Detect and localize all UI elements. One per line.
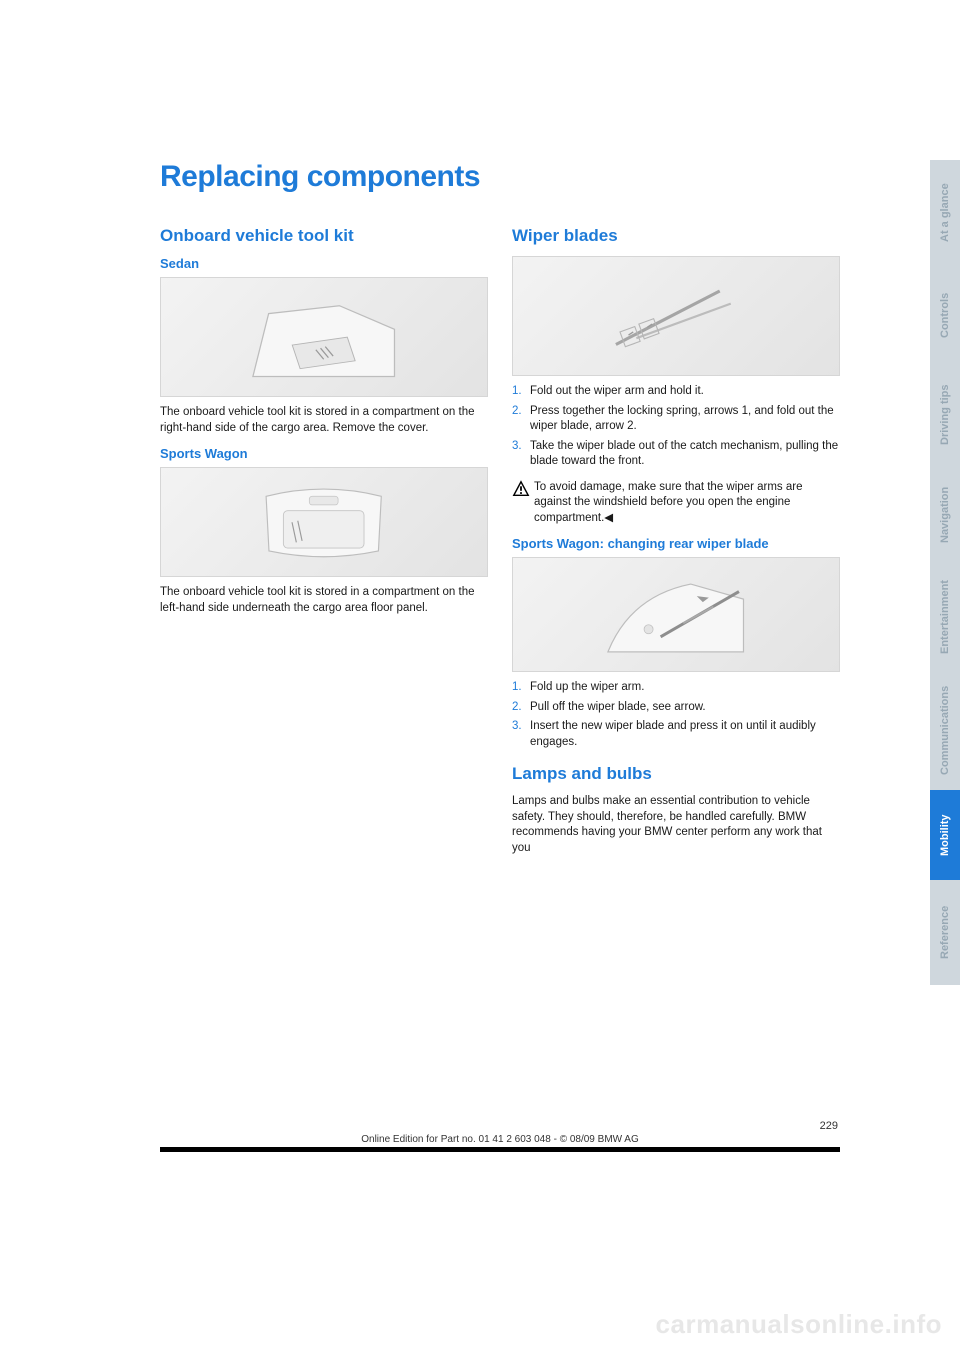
list-item: 2.Pull off the wiper blade, see arrow. [512,700,840,716]
warning-icon [512,480,534,527]
step-number: 3. [512,719,530,750]
illustration-wagon-toolkit [160,467,488,577]
page-footer: 229 Online Edition for Part no. 01 41 2 … [160,1120,840,1152]
page-content: Replacing components Onboard vehicle too… [160,160,840,866]
text-wagon: The onboard vehicle tool kit is stored i… [160,585,488,616]
illustration-sedan-toolkit [160,277,488,397]
step-number: 3. [512,439,530,470]
step-text: Press together the locking spring, arrow… [530,404,840,435]
heading-sports-wagon: Sports Wagon [160,446,488,461]
heading-rear-wiper: Sports Wagon: changing rear wiper blade [512,536,840,551]
section-tab[interactable]: At a glance [930,160,960,265]
warning-block: To avoid damage, make sure that the wipe… [512,480,840,527]
footer-rule [160,1147,840,1152]
list-item: 1.Fold up the wiper arm. [512,680,840,696]
section-tab[interactable]: Mobility [930,790,960,880]
heading-sedan: Sedan [160,256,488,271]
steps-wiper: 1.Fold out the wiper arm and hold it. 2.… [512,384,840,470]
step-number: 2. [512,700,530,716]
list-item: 3.Take the wiper blade out of the catch … [512,439,840,470]
heading-wiper-blades: Wiper blades [512,226,840,246]
text-lamps: Lamps and bulbs make an essential contri… [512,794,840,856]
page-number: 229 [160,1120,840,1132]
text-sedan: The onboard vehicle tool kit is stored i… [160,405,488,436]
section-tab[interactable]: Controls [930,265,960,365]
list-item: 2.Press together the locking spring, arr… [512,404,840,435]
left-column: Onboard vehicle tool kit Sedan The onboa… [160,226,488,866]
two-column-layout: Onboard vehicle tool kit Sedan The onboa… [160,226,840,866]
step-number: 1. [512,680,530,696]
page-title: Replacing components [160,160,840,194]
footer-line: Online Edition for Part no. 01 41 2 603 … [160,1134,840,1145]
warning-text: To avoid damage, make sure that the wipe… [534,480,840,527]
right-column: Wiper blades 1.Fold out the wiper arm an… [512,226,840,866]
step-text: Fold out the wiper arm and hold it. [530,384,704,400]
steps-rear-wiper: 1.Fold up the wiper arm. 2.Pull off the … [512,680,840,750]
section-tab[interactable]: Communications [930,670,960,790]
illustration-rear-wiper [512,557,840,672]
list-item: 3.Insert the new wiper blade and press i… [512,719,840,750]
heading-lamps-bulbs: Lamps and bulbs [512,764,840,784]
step-text: Pull off the wiper blade, see arrow. [530,700,706,716]
watermark: carmanualsonline.info [656,1309,942,1340]
list-item: 1.Fold out the wiper arm and hold it. [512,384,840,400]
step-number: 2. [512,404,530,435]
step-text: Insert the new wiper blade and press it … [530,719,840,750]
heading-onboard-tool-kit: Onboard vehicle tool kit [160,226,488,246]
step-text: Fold up the wiper arm. [530,680,644,696]
section-tabs: At a glanceControlsDriving tipsNavigatio… [930,160,960,985]
step-number: 1. [512,384,530,400]
step-text: Take the wiper blade out of the catch me… [530,439,840,470]
illustration-wiper-blades [512,256,840,376]
section-tab[interactable]: Entertainment [930,565,960,670]
section-tab[interactable]: Driving tips [930,365,960,465]
section-tab[interactable]: Navigation [930,465,960,565]
section-tab[interactable]: Reference [930,880,960,985]
